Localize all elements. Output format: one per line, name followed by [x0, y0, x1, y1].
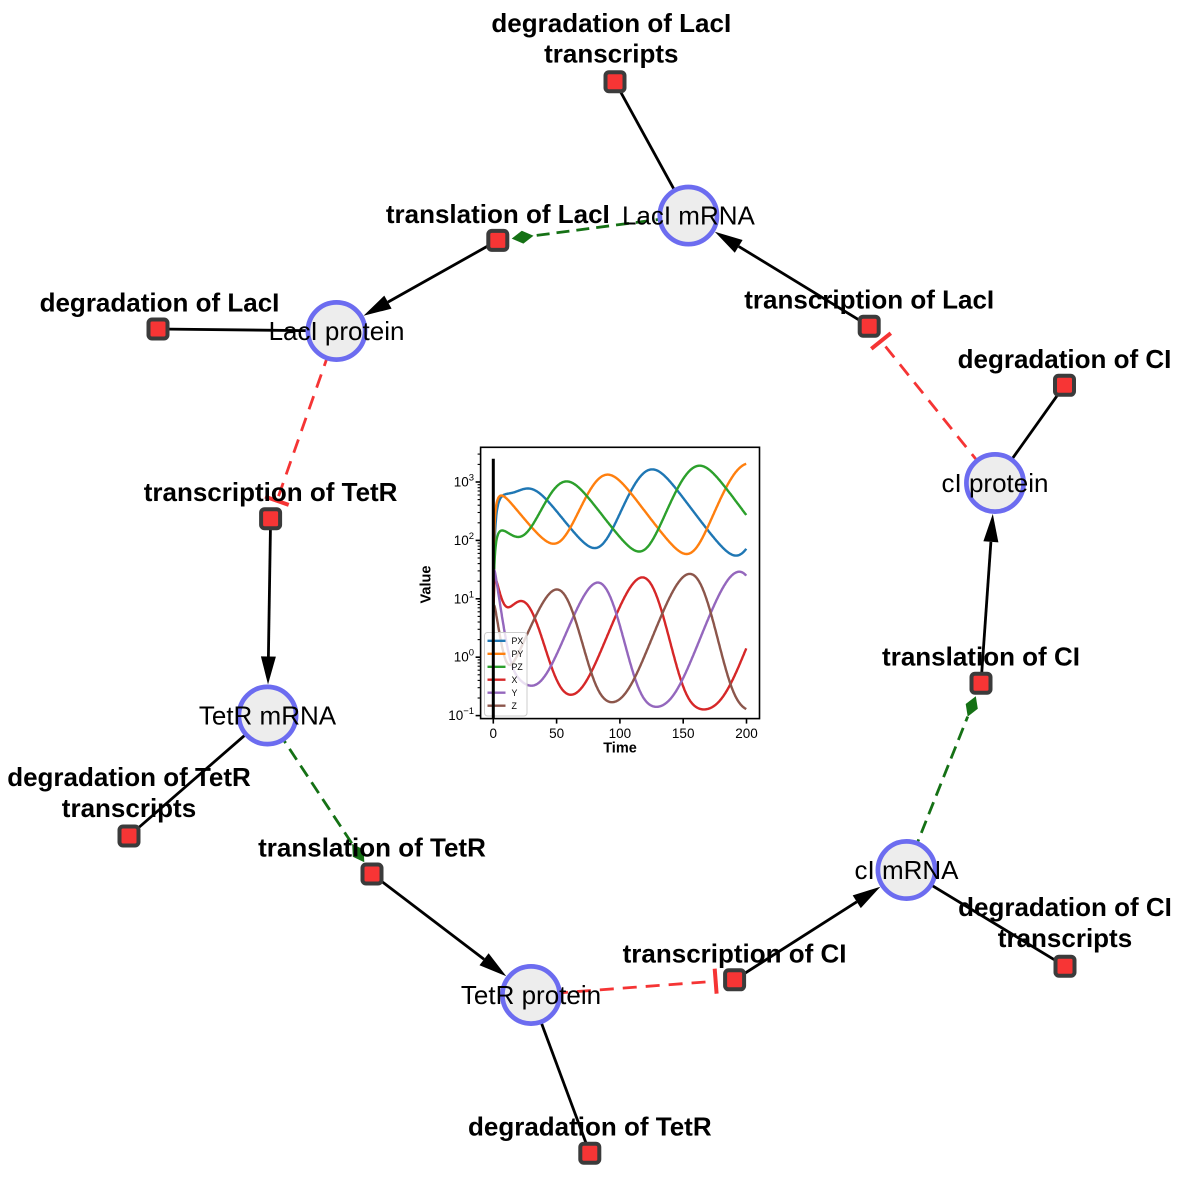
- svg-text:cI protein: cI protein: [942, 468, 1049, 498]
- svg-text:LacI protein: LacI protein: [269, 316, 405, 346]
- svg-text:degradation of LacI: degradation of LacI: [40, 288, 280, 318]
- svg-text:degradation of CI: degradation of CI: [958, 892, 1172, 922]
- svg-text:translation of TetR: translation of TetR: [258, 833, 486, 863]
- svg-text:degradation of TetR: degradation of TetR: [7, 762, 251, 792]
- svg-text:transcripts: transcripts: [62, 793, 196, 823]
- svg-text:LacI mRNA: LacI mRNA: [622, 201, 756, 231]
- svg-text:degradation of CI: degradation of CI: [958, 344, 1172, 374]
- svg-text:translation of LacI: translation of LacI: [386, 199, 610, 229]
- svg-text:degradation of TetR: degradation of TetR: [468, 1112, 712, 1142]
- svg-text:PZ: PZ: [512, 662, 524, 672]
- svg-text:X: X: [512, 675, 518, 685]
- svg-text:PY: PY: [512, 649, 524, 659]
- svg-text:200: 200: [735, 726, 758, 741]
- svg-text:50: 50: [549, 726, 564, 741]
- svg-text:0: 0: [490, 726, 498, 741]
- svg-text:Z: Z: [512, 701, 518, 711]
- svg-text:100: 100: [609, 726, 632, 741]
- svg-text:degradation of LacI: degradation of LacI: [491, 8, 731, 38]
- svg-text:cI mRNA: cI mRNA: [855, 855, 960, 885]
- svg-text:TetR protein: TetR protein: [461, 980, 601, 1010]
- svg-text:PX: PX: [512, 636, 524, 646]
- svg-text:TetR mRNA: TetR mRNA: [199, 701, 337, 731]
- svg-text:Y: Y: [512, 688, 518, 698]
- svg-text:Value: Value: [419, 566, 435, 604]
- svg-text:translation of CI: translation of CI: [882, 642, 1080, 672]
- svg-text:transcripts: transcripts: [998, 923, 1132, 953]
- svg-text:Time: Time: [603, 741, 637, 757]
- svg-text:transcripts: transcripts: [544, 39, 678, 69]
- svg-text:150: 150: [672, 726, 695, 741]
- svg-text:transcription of CI: transcription of CI: [623, 938, 847, 968]
- svg-text:transcription of TetR: transcription of TetR: [144, 477, 398, 507]
- svg-text:transcription of LacI: transcription of LacI: [744, 285, 994, 315]
